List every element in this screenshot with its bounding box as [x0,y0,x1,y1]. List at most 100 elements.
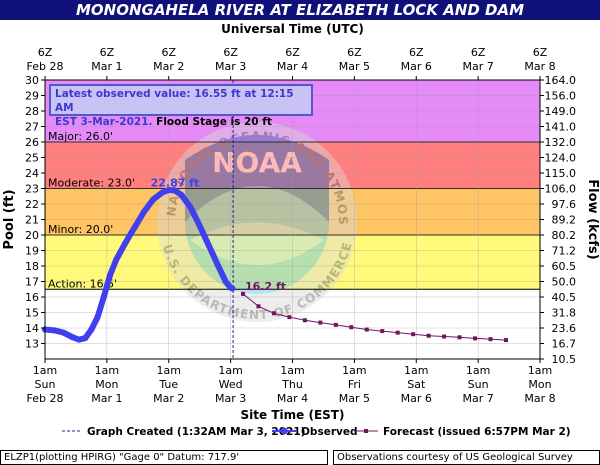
observed-point [51,327,58,334]
bottom-tick-date: Mar 7 [463,392,494,405]
top-tick-date: Mar 2 [153,60,184,73]
bottom-tick-day: Mon [95,378,118,391]
forecast-point [395,330,400,335]
top-tick-label: 6Z [161,46,176,59]
bottom-tick-day: Sun [35,378,56,391]
bottom-tick-day: Fri [348,378,361,391]
forecast-point [333,322,338,327]
y-tick-label: 21 [25,214,39,227]
forecast-point [503,338,508,343]
observed-point [222,278,229,285]
observed-point [60,329,67,336]
observed-point [178,191,185,198]
forecast-point [364,327,369,332]
y-tick-label: 17 [25,276,39,289]
bottom-tick-day: Thu [281,378,303,391]
observed-point [106,272,113,279]
y-tick-label: 26 [25,136,39,149]
forecast-point [241,291,245,296]
forecast-point [349,325,354,330]
flow-tick-label: 124.0 [545,152,577,165]
observed-point [171,187,178,194]
latest-line2-flood: Flood Stage is 20 ft [152,116,272,128]
flow-tick-label: 156.0 [545,90,577,103]
legend-forecast-marker [364,429,368,433]
top-tick-label: 6Z [471,46,486,59]
forecast-point [442,334,447,339]
bottom-tick-time: 1am [342,364,366,377]
observed-point [69,334,76,341]
y-tick-label: 20 [25,229,39,242]
footer-credit: Observations courtesy of US Geological S… [333,450,600,465]
flow-tick-label: 16.7 [552,338,577,351]
y-tick-label: 13 [25,338,39,351]
flow-tick-label: 80.2 [552,229,577,242]
flow-tick-label: 50.0 [552,276,577,289]
flow-axis-title: Flow (kcfs) [585,179,600,259]
bottom-tick-date: Mar 2 [153,392,184,405]
bottom-tick-day: Wed [219,378,243,391]
bottom-tick-time: 1am [218,364,242,377]
top-tick-label: 6Z [38,46,53,59]
footer-credit-text: Observations courtesy of US Geological S… [337,452,573,463]
observed-point [150,196,157,203]
top-tick-date: Mar 8 [524,60,555,73]
y-tick-label: 28 [25,105,39,118]
legend-observed-label: Observed [301,426,357,438]
observed-point [187,204,194,211]
forecast-point [380,329,385,334]
threshold-label-action: Action: 16.5' [48,277,117,290]
observed-point [165,187,172,194]
bottom-axis-title: Site Time (EST) [241,408,345,422]
bottom-tick-time: 1am [157,364,181,377]
top-tick-label: 6Z [100,46,115,59]
bottom-tick-day: Mon [528,378,551,391]
observed-point [141,208,147,215]
forecast-point [426,333,431,338]
flow-tick-label: 23.6 [552,322,577,335]
flow-tick-label: 97.6 [552,198,577,211]
watermark-bird-top [185,135,329,222]
flow-tick-label: 31.8 [552,307,577,320]
threshold-label-major: Major: 26.0' [48,130,113,143]
top-axis-title: Universal Time (UTC) [221,22,364,36]
watermark-center-text: NOAA [212,146,302,179]
y-tick-label: 23 [25,183,39,196]
bottom-tick-time: 1am [280,364,304,377]
flow-tick-label: 89.2 [552,214,577,227]
forecast-point [411,332,416,337]
top-tick-date: Mar 4 [277,60,308,73]
chart-title: MONONGAHELA RIVER AT ELIZABETH LOCK AND … [75,1,525,19]
bottom-tick-date: Mar 1 [91,392,122,405]
bottom-tick-date: Mar 4 [277,392,308,405]
observed-point [88,326,95,333]
bottom-tick-time: 1am [466,364,490,377]
bottom-tick-time: 1am [404,364,428,377]
observed-point [196,222,203,229]
forecast-point [473,336,478,341]
bottom-tick-time: 1am [33,364,57,377]
top-tick-label: 6Z [409,46,424,59]
y-axis-title: Pool (ft) [2,189,17,249]
y-tick-label: 27 [25,121,39,134]
flow-tick-label: 71.2 [552,245,577,258]
bottom-tick-time: 1am [95,364,119,377]
forecast-line [242,293,506,341]
flow-tick-label: 106.0 [545,183,577,196]
y-tick-label: 25 [25,152,39,165]
forecast-point [271,311,276,316]
top-tick-date: Mar 6 [401,60,432,73]
observed-point [76,336,83,343]
chart-title-bar: MONONGAHELA RIVER AT ELIZABETH LOCK AND … [0,0,600,20]
top-tick-label: 6Z [285,46,300,59]
legend-forecast-label: Forecast (issued 6:57PM Mar 2) [383,426,571,438]
flow-tick-label: 164.0 [545,74,577,87]
observed-point [100,294,107,300]
top-tick-label: 6Z [347,46,362,59]
legend-created-label: Graph Created (1:32AM Mar 3, 2021) [87,426,305,438]
top-tick-date: Mar 1 [91,60,122,73]
top-tick-date: Mar 3 [215,60,246,73]
legend-observed-marker [280,427,288,435]
bottom-tick-day: Sun [468,378,489,391]
